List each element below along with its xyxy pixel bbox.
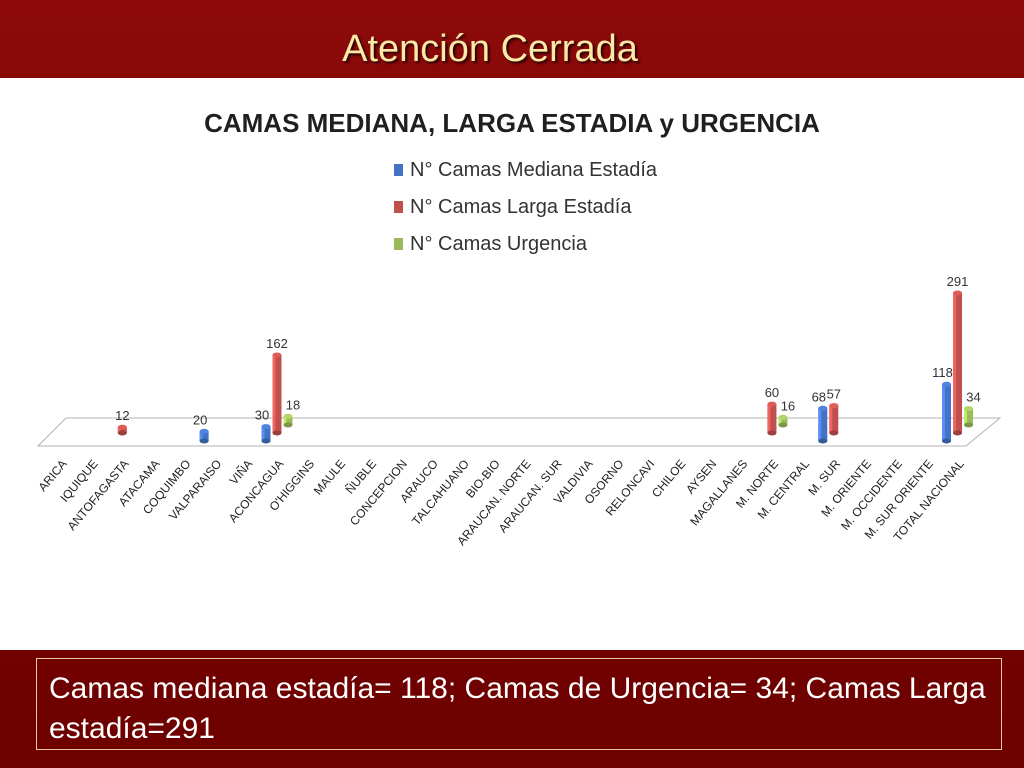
bar-base (117, 430, 127, 436)
chart-bars (117, 290, 974, 444)
bar-base (272, 430, 282, 436)
bar-highlight (942, 384, 946, 441)
bar-body (199, 431, 209, 441)
bar-body (117, 427, 127, 433)
bar-body (829, 405, 839, 433)
legend-label-urgencia: N° Camas Urgencia (410, 233, 588, 255)
bar-base (953, 430, 963, 436)
bar-chart: CAMAS MEDIANA, LARGA ESTADIA y URGENCIA … (35, 108, 1002, 548)
data-label-larga: 60 (765, 385, 779, 400)
data-label-mediana: 20 (193, 412, 207, 427)
slide-title: Atención Cerrada (342, 28, 638, 70)
data-label-larga: 57 (827, 387, 841, 402)
bar-highlight (272, 355, 276, 433)
bar-top (117, 424, 127, 430)
data-label-urgencia: 34 (966, 390, 980, 405)
bar-highlight (283, 416, 287, 425)
bar-body (818, 408, 828, 441)
legend-swatch-mediana (394, 164, 403, 176)
bar-urgencia-total-nacional (964, 406, 974, 428)
bar-top (829, 403, 839, 409)
chart-floor (36, 417, 1002, 447)
data-label-urgencia: 18 (286, 397, 300, 412)
data-label-urgencia: 16 (781, 398, 795, 413)
bar-highlight (261, 426, 265, 441)
chart-category-labels: ARICAIQUIQUEANTOFAGASTAATACAMACOQUIMBOVA… (35, 457, 967, 548)
bar-body (261, 426, 271, 441)
bar-body (778, 417, 788, 425)
bar-base (283, 422, 293, 428)
bar-mediana-valparaiso (199, 428, 209, 444)
bar-top (261, 424, 271, 430)
bar-base (767, 430, 777, 436)
bar-mediana-aconcagua (261, 424, 271, 444)
data-label-larga: 12 (115, 408, 129, 423)
bar-highlight (778, 417, 782, 425)
bar-highlight (818, 408, 822, 441)
bar-mediana-m-sur (818, 405, 828, 444)
bar-top (272, 352, 282, 358)
chart-title: CAMAS MEDIANA, LARGA ESTADIA y URGENCIA (204, 108, 820, 138)
summary-text: Camas mediana estadía= 118; Camas de Urg… (49, 672, 986, 745)
legend-swatch-urgencia (394, 238, 403, 250)
bar-larga-m-sur (829, 403, 839, 436)
bar-body (272, 355, 282, 433)
chart-floor-plane (36, 417, 1002, 447)
bar-top (818, 405, 828, 411)
bar-base (942, 438, 952, 444)
data-label-mediana: 118 (932, 365, 953, 380)
data-label-larga: 162 (266, 336, 288, 351)
legend-label-mediana: N° Camas Mediana Estadía (410, 159, 658, 181)
category-label: CHILOE (649, 457, 688, 500)
bar-body (953, 293, 963, 433)
chart-panel: CAMAS MEDIANA, LARGA ESTADIA y URGENCIA … (0, 78, 1024, 650)
bar-body (283, 416, 293, 425)
bar-highlight (117, 427, 121, 433)
bar-highlight (767, 404, 771, 433)
bar-base (829, 430, 839, 436)
bar-urgencia-m-norte (778, 414, 788, 428)
data-label-mediana: 68 (812, 389, 826, 404)
category-label: VIÑA (227, 457, 256, 487)
bar-larga-m-norte (767, 401, 777, 436)
data-label-mediana: 30 (255, 408, 269, 423)
bar-urgencia-aconcagua (283, 413, 293, 428)
bar-top (942, 381, 952, 387)
bar-highlight (829, 405, 833, 433)
bar-larga-antofagasta (117, 424, 127, 436)
data-label-larga: 291 (947, 274, 969, 289)
bar-base (964, 422, 974, 428)
legend-swatch-larga (394, 201, 403, 213)
bar-base (818, 438, 828, 444)
category-label: MAULE (311, 457, 348, 498)
bar-body (964, 408, 974, 425)
bar-top (199, 428, 209, 434)
legend-label-larga: N° Camas Larga Estadía (410, 196, 632, 218)
bar-top (283, 413, 293, 419)
summary-box: Camas mediana estadía= 118; Camas de Urg… (36, 658, 1002, 750)
chart-data-labels: 20 30 68 118 12 162 60 57 291 18 16 34 (115, 274, 981, 427)
chart-legend: N° Camas Mediana Estadía N° Camas Larga E… (394, 159, 658, 255)
bar-top (767, 401, 777, 407)
bar-top (964, 406, 974, 412)
bar-base (261, 438, 271, 444)
bar-highlight (199, 431, 203, 441)
bar-body (942, 384, 952, 441)
bar-body (767, 404, 777, 433)
bar-larga-total-nacional (953, 290, 963, 436)
bar-mediana-total-nacional (942, 381, 952, 444)
bar-top (953, 290, 963, 296)
bar-highlight (953, 293, 957, 433)
bar-larga-aconcagua (272, 352, 282, 436)
bar-top (778, 414, 788, 420)
bar-highlight (964, 408, 968, 425)
bar-base (778, 422, 788, 428)
bar-base (199, 438, 209, 444)
